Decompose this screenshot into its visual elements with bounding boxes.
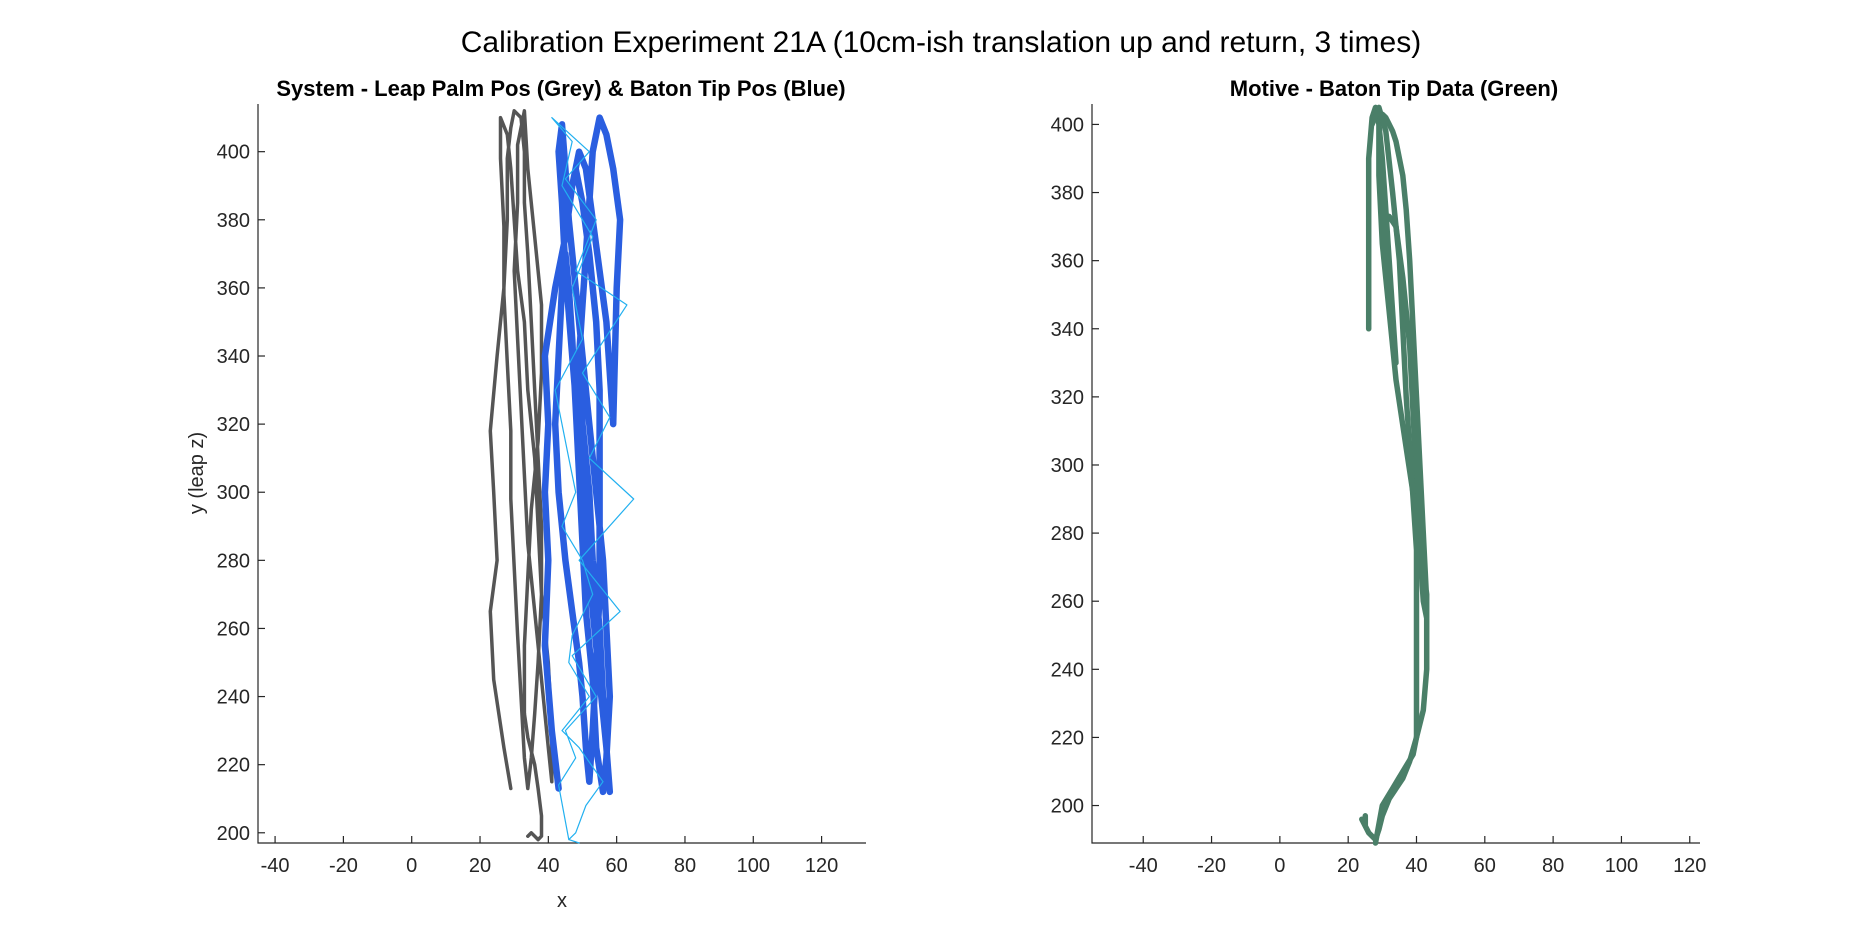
right-x-ticks: -40 -20 0 20 40 60 80 100 120 [1129,836,1706,877]
left-y-tick-label: 320 [217,414,250,436]
right-y-tick-label: 380 [1051,183,1084,205]
left-x-tick-label: 80 [674,855,696,877]
right-y-tick-label: 280 [1051,523,1084,545]
left-x-tick-label: 0 [406,855,417,877]
left-y-tick-label: 200 [217,823,250,845]
left-x-tick-label: 60 [606,855,628,877]
right-series-group [1359,104,1430,846]
right-y-tick-label: 220 [1051,727,1084,749]
right-x-tick-label: 120 [1673,855,1706,877]
right-subplot: Motive - Baton Tip Data (Green) -40 -20 0 2… [1051,76,1707,877]
left-y-axis-label: y (leap z) [186,432,208,514]
left-series-line-1 [522,711,544,842]
right-y-tick-label: 340 [1051,319,1084,341]
left-x-tick-label: -40 [261,855,290,877]
left-y-tick-label: 280 [217,550,250,572]
figure-title: Calibration Experiment 21A (10cm-ish tra… [461,26,1421,59]
right-y-tick-label: 360 [1051,251,1084,273]
right-x-tick-label: 80 [1542,855,1564,877]
right-y-tick-label: 320 [1051,387,1084,409]
left-y-ticks: 200 220 240 260 280 300 320 340 360 380 400 [217,142,265,845]
right-x-tick-label: 100 [1605,855,1638,877]
right-axis-lines [1091,104,1700,844]
left-x-tick-label: 100 [737,855,770,877]
left-x-tick-label: 120 [805,855,838,877]
left-series-group [488,109,635,844]
left-x-axis-label: x [557,890,567,912]
right-y-ticks: 200 220 240 260 280 300 320 340 360 380 400 [1051,114,1099,818]
right-x-tick-label: -40 [1129,855,1158,877]
left-y-tick-label: 220 [217,755,250,777]
right-x-tick-label: 40 [1405,855,1427,877]
left-y-tick-label: 400 [217,142,250,164]
right-y-tick-label: 240 [1051,659,1084,681]
left-subplot-title: System - Leap Palm Pos (Grey) & Baton Ti… [276,76,845,101]
left-series-line-2 [541,114,624,796]
left-x-tick-label: 20 [469,855,491,877]
right-series-line-1 [1369,104,1420,846]
right-x-tick-label: 60 [1474,855,1496,877]
left-x-tick-label: 40 [537,855,559,877]
right-y-tick-label: 260 [1051,591,1084,613]
right-y-tick-label: 300 [1051,455,1084,477]
left-y-tick-label: 340 [217,346,250,368]
right-x-tick-label: 0 [1274,855,1285,877]
left-subplot: System - Leap Palm Pos (Grey) & Baton Ti… [186,76,866,912]
left-y-tick-label: 300 [217,482,250,504]
right-y-tick-label: 200 [1051,796,1084,818]
right-x-tick-label: 20 [1337,855,1359,877]
left-series-line-0 [488,109,554,791]
left-series-line-3 [551,116,635,844]
left-y-tick-label: 240 [217,687,250,709]
right-subplot-title: Motive - Baton Tip Data (Green) [1230,76,1558,101]
left-x-tick-label: -20 [329,855,358,877]
left-y-tick-label: 260 [217,618,250,640]
left-y-tick-label: 380 [217,210,250,232]
left-y-tick-label: 360 [217,278,250,300]
right-x-tick-label: -20 [1197,855,1226,877]
right-y-tick-label: 400 [1051,114,1084,136]
left-x-ticks: -40 -20 0 20 40 60 80 100 120 [261,836,838,877]
left-axis-lines [257,104,866,844]
